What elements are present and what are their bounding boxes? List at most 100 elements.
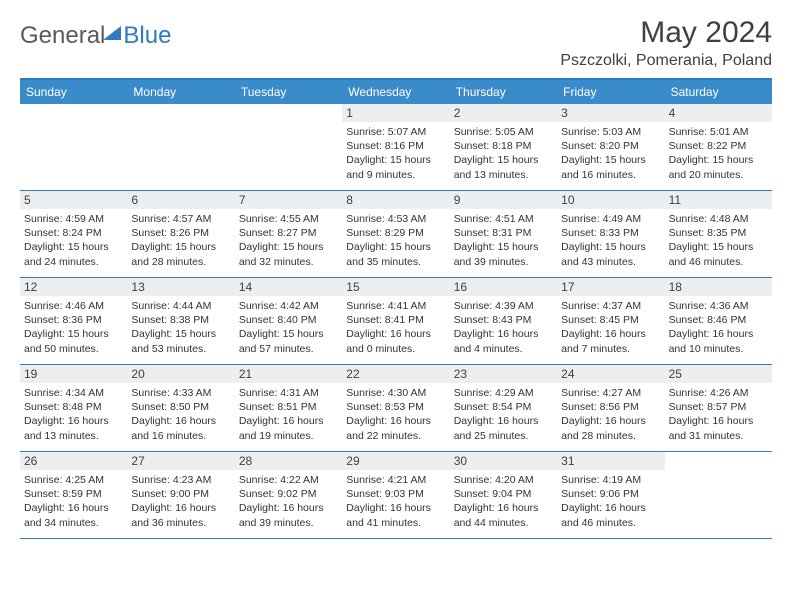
day-info: Sunrise: 4:23 AMSunset: 9:00 PMDaylight:…: [131, 473, 230, 530]
sunset-text: Sunset: 8:54 PM: [454, 400, 553, 414]
day-number: 21: [235, 365, 342, 383]
calendar-cell: 6Sunrise: 4:57 AMSunset: 8:26 PMDaylight…: [127, 191, 234, 277]
sunrise-text: Sunrise: 4:22 AM: [239, 473, 338, 487]
calendar-cell: 22Sunrise: 4:30 AMSunset: 8:53 PMDayligh…: [342, 365, 449, 451]
sunrise-text: Sunrise: 4:46 AM: [24, 299, 123, 313]
day-number: 20: [127, 365, 234, 383]
sunrise-text: Sunrise: 5:01 AM: [669, 125, 768, 139]
sunrise-text: Sunrise: 4:39 AM: [454, 299, 553, 313]
day-number: 15: [342, 278, 449, 296]
daylight-text: Daylight: 15 hours and 28 minutes.: [131, 240, 230, 268]
daylight-text: Daylight: 16 hours and 36 minutes.: [131, 501, 230, 529]
title-block: May 2024 Pszczolki, Pomerania, Poland: [560, 16, 772, 70]
day-number: 5: [20, 191, 127, 209]
logo-text-general: General: [20, 22, 105, 50]
day-info: Sunrise: 4:29 AMSunset: 8:54 PMDaylight:…: [454, 386, 553, 443]
calendar-cell: 28Sunrise: 4:22 AMSunset: 9:02 PMDayligh…: [235, 452, 342, 538]
sunrise-text: Sunrise: 4:48 AM: [669, 212, 768, 226]
sunset-text: Sunset: 8:26 PM: [131, 226, 230, 240]
sunrise-text: Sunrise: 4:34 AM: [24, 386, 123, 400]
day-info: Sunrise: 4:53 AMSunset: 8:29 PMDaylight:…: [346, 212, 445, 269]
sunset-text: Sunset: 8:57 PM: [669, 400, 768, 414]
day-info: Sunrise: 4:33 AMSunset: 8:50 PMDaylight:…: [131, 386, 230, 443]
sunset-text: Sunset: 8:46 PM: [669, 313, 768, 327]
sunrise-text: Sunrise: 4:57 AM: [131, 212, 230, 226]
sunset-text: Sunset: 8:50 PM: [131, 400, 230, 414]
daylight-text: Daylight: 16 hours and 39 minutes.: [239, 501, 338, 529]
day-headers: Sunday Monday Tuesday Wednesday Thursday…: [20, 80, 772, 104]
day-info: Sunrise: 4:42 AMSunset: 8:40 PMDaylight:…: [239, 299, 338, 356]
sunset-text: Sunset: 8:18 PM: [454, 139, 553, 153]
daylight-text: Daylight: 15 hours and 32 minutes.: [239, 240, 338, 268]
calendar-cell: 15Sunrise: 4:41 AMSunset: 8:41 PMDayligh…: [342, 278, 449, 364]
sunrise-text: Sunrise: 4:27 AM: [561, 386, 660, 400]
day-number: 19: [20, 365, 127, 383]
day-header-sat: Saturday: [665, 80, 772, 104]
logo-triangle-icon: [103, 26, 121, 40]
sunrise-text: Sunrise: 4:26 AM: [669, 386, 768, 400]
day-number: 9: [450, 191, 557, 209]
calendar-cell: 18Sunrise: 4:36 AMSunset: 8:46 PMDayligh…: [665, 278, 772, 364]
calendar-cell: 11Sunrise: 4:48 AMSunset: 8:35 PMDayligh…: [665, 191, 772, 277]
logo-text-blue: Blue: [123, 22, 171, 50]
day-info: Sunrise: 4:19 AMSunset: 9:06 PMDaylight:…: [561, 473, 660, 530]
day-info: Sunrise: 4:37 AMSunset: 8:45 PMDaylight:…: [561, 299, 660, 356]
day-number: 30: [450, 452, 557, 470]
sunset-text: Sunset: 8:22 PM: [669, 139, 768, 153]
daylight-text: Daylight: 15 hours and 13 minutes.: [454, 153, 553, 181]
calendar-cell: 10Sunrise: 4:49 AMSunset: 8:33 PMDayligh…: [557, 191, 664, 277]
day-number: 13: [127, 278, 234, 296]
sunset-text: Sunset: 8:51 PM: [239, 400, 338, 414]
daylight-text: Daylight: 15 hours and 20 minutes.: [669, 153, 768, 181]
day-number: 3: [557, 104, 664, 122]
sunset-text: Sunset: 8:33 PM: [561, 226, 660, 240]
calendar-cell: 21Sunrise: 4:31 AMSunset: 8:51 PMDayligh…: [235, 365, 342, 451]
sunset-text: Sunset: 8:45 PM: [561, 313, 660, 327]
calendar-cell: [20, 104, 127, 190]
calendar-cell: 16Sunrise: 4:39 AMSunset: 8:43 PMDayligh…: [450, 278, 557, 364]
day-number: 8: [342, 191, 449, 209]
calendar-cell: 12Sunrise: 4:46 AMSunset: 8:36 PMDayligh…: [20, 278, 127, 364]
calendar: Sunday Monday Tuesday Wednesday Thursday…: [20, 78, 772, 539]
calendar-cell: 20 Sunrise: 4:33 AMSunset: 8:50 PMDayligh…: [127, 365, 234, 451]
calendar-cell: [127, 104, 234, 190]
sunset-text: Sunset: 8:35 PM: [669, 226, 768, 240]
day-info: Sunrise: 5:07 AMSunset: 8:16 PMDaylight:…: [346, 125, 445, 182]
daylight-text: Daylight: 15 hours and 53 minutes.: [131, 327, 230, 355]
day-number: 1: [342, 104, 449, 122]
calendar-week: 19 Sunrise: 4:34 AMSunset: 8:48 PMDayligh…: [20, 365, 772, 452]
day-number: 7: [235, 191, 342, 209]
day-number: 31: [557, 452, 664, 470]
sunset-text: Sunset: 8:43 PM: [454, 313, 553, 327]
calendar-cell: 1 Sunrise: 5:07 AMSunset: 8:16 PMDaylight…: [342, 104, 449, 190]
sunrise-text: Sunrise: 4:49 AM: [561, 212, 660, 226]
day-info: Sunrise: 4:39 AMSunset: 8:43 PMDaylight:…: [454, 299, 553, 356]
month-title: May 2024: [560, 16, 772, 50]
sunrise-text: Sunrise: 4:37 AM: [561, 299, 660, 313]
sunrise-text: Sunrise: 4:51 AM: [454, 212, 553, 226]
calendar-cell: 29Sunrise: 4:21 AMSunset: 9:03 PMDayligh…: [342, 452, 449, 538]
sunrise-text: Sunrise: 4:31 AM: [239, 386, 338, 400]
sunrise-text: Sunrise: 5:07 AM: [346, 125, 445, 139]
day-info: Sunrise: 4:30 AMSunset: 8:53 PMDaylight:…: [346, 386, 445, 443]
sunset-text: Sunset: 8:56 PM: [561, 400, 660, 414]
day-info: Sunrise: 4:22 AMSunset: 9:02 PMDaylight:…: [239, 473, 338, 530]
day-info: Sunrise: 4:27 AMSunset: 8:56 PMDaylight:…: [561, 386, 660, 443]
calendar-cell: 30Sunrise: 4:20 AMSunset: 9:04 PMDayligh…: [450, 452, 557, 538]
day-number: 24: [557, 365, 664, 383]
sunrise-text: Sunrise: 4:23 AM: [131, 473, 230, 487]
calendar-cell: 27 Sunrise: 4:23 AMSunset: 9:00 PMDayligh…: [127, 452, 234, 538]
day-number: 12: [20, 278, 127, 296]
day-number: 14: [235, 278, 342, 296]
day-info: Sunrise: 4:48 AMSunset: 8:35 PMDaylight:…: [669, 212, 768, 269]
day-number: 27: [127, 452, 234, 470]
sunrise-text: Sunrise: 4:36 AM: [669, 299, 768, 313]
day-header-fri: Friday: [557, 80, 664, 104]
day-info: Sunrise: 4:34 AMSunset: 8:48 PMDaylight:…: [24, 386, 123, 443]
calendar-cell: 13Sunrise: 4:44 AMSunset: 8:38 PMDayligh…: [127, 278, 234, 364]
sunset-text: Sunset: 9:02 PM: [239, 487, 338, 501]
sunrise-text: Sunrise: 4:33 AM: [131, 386, 230, 400]
day-number: 26: [20, 452, 127, 470]
sunrise-text: Sunrise: 4:29 AM: [454, 386, 553, 400]
day-header-thu: Thursday: [450, 80, 557, 104]
